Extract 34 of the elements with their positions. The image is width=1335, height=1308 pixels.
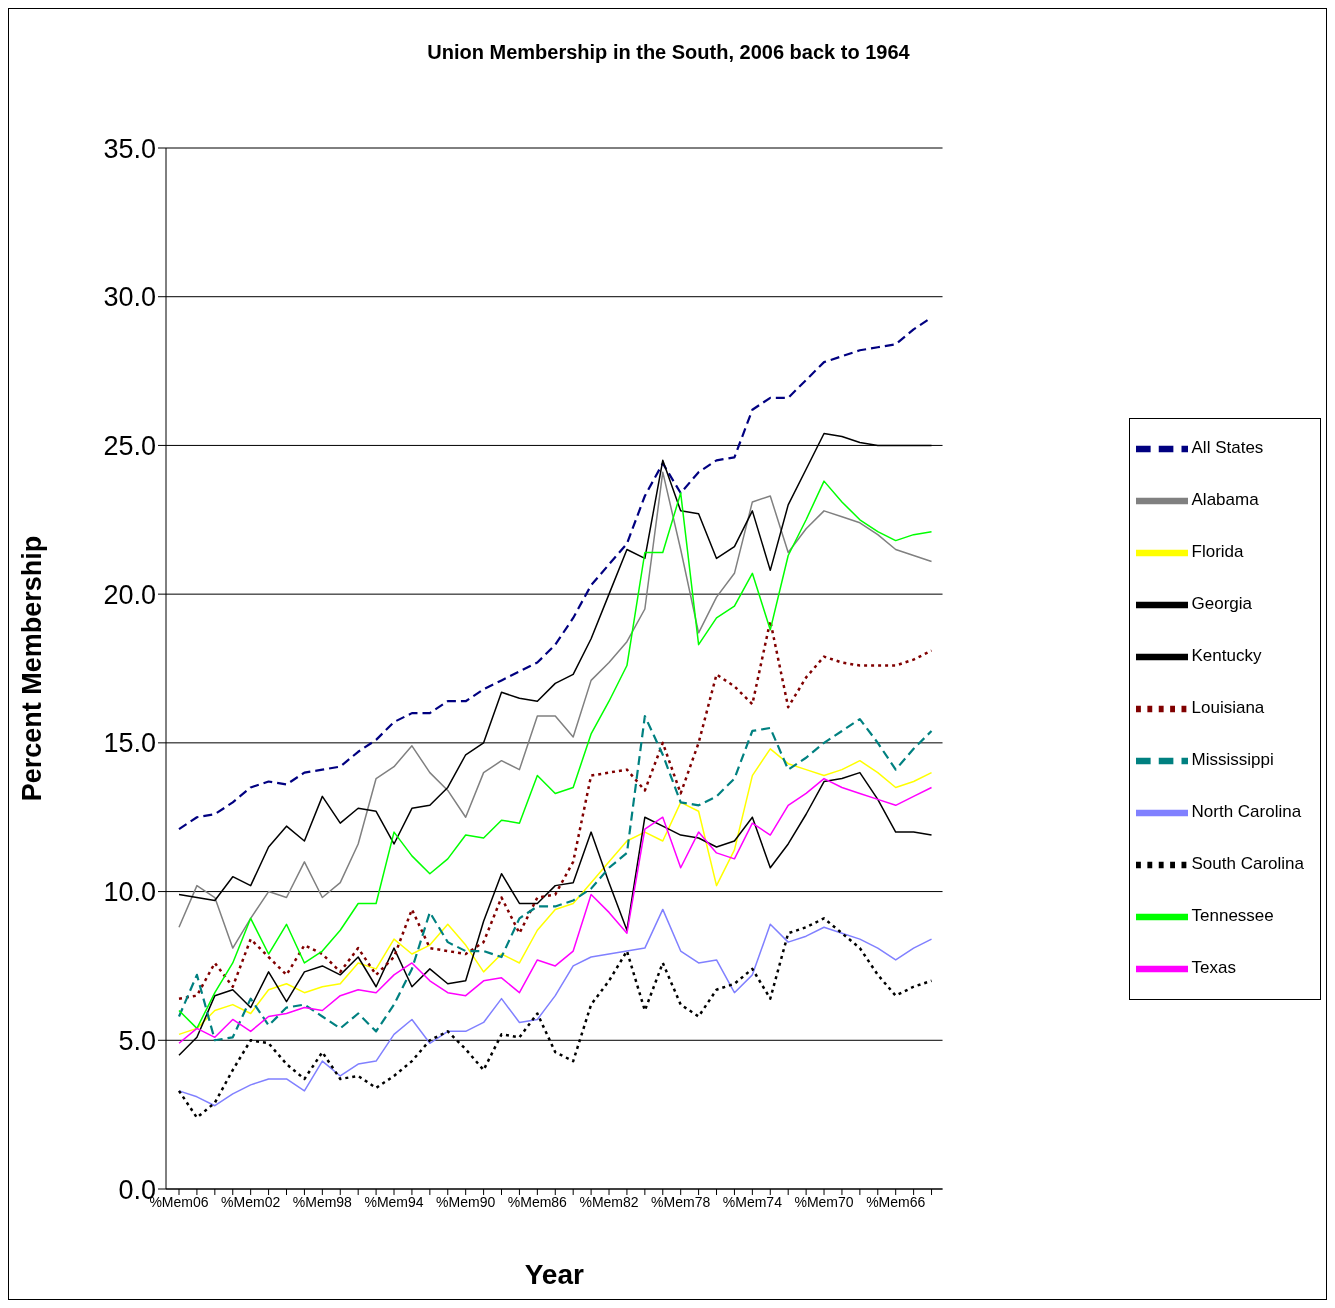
y-tick-label: 10.0	[103, 877, 156, 908]
x-tick-label: %Mem86	[507, 1193, 568, 1210]
x-tick-label: %Mem98	[292, 1193, 353, 1210]
legend-label: Texas	[1191, 958, 1236, 978]
y-tick-label: 15.0	[103, 728, 156, 759]
legend-label: Tennessee	[1191, 906, 1274, 926]
x-tick-label: %Mem90	[436, 1193, 496, 1210]
y-tick-label: 25.0	[103, 431, 156, 462]
x-tick-label: %Mem02	[221, 1193, 281, 1210]
x-tick-label: %Mem82	[579, 1193, 639, 1210]
y-tick-label: 5.0	[118, 1025, 156, 1056]
y-tick-label: 30.0	[103, 282, 156, 313]
x-tick-label: %Mem70	[794, 1193, 854, 1210]
legend-label: Florida	[1191, 542, 1244, 562]
legend-label: South Carolina	[1191, 854, 1304, 874]
y-tick-label: 20.0	[103, 579, 156, 610]
legend-label: All States	[1191, 438, 1264, 458]
x-axis-title: Year	[524, 1259, 584, 1290]
x-tick-label: %Mem78	[651, 1193, 711, 1210]
x-tick-label: %Mem94	[364, 1193, 424, 1210]
y-tick-label: 35.0	[103, 133, 156, 164]
x-tick-label: %Mem66	[866, 1193, 926, 1210]
line-series	[178, 480, 933, 1030]
legend-label: Kentucky	[1191, 646, 1262, 666]
legend-label: Louisiana	[1191, 698, 1265, 718]
legend-label: Alabama	[1191, 490, 1259, 510]
legend-label: Georgia	[1191, 594, 1253, 614]
x-tick-label: %Mem74	[722, 1193, 783, 1210]
y-axis-title: Percent Membership	[16, 535, 47, 802]
line-series	[177, 619, 933, 1000]
line-series	[178, 471, 933, 949]
chart-title: Union Membership in the South, 2006 back to 1964	[426, 41, 911, 64]
legend-label: Mississippi	[1191, 750, 1274, 770]
legend-label: North Carolina	[1191, 802, 1302, 822]
